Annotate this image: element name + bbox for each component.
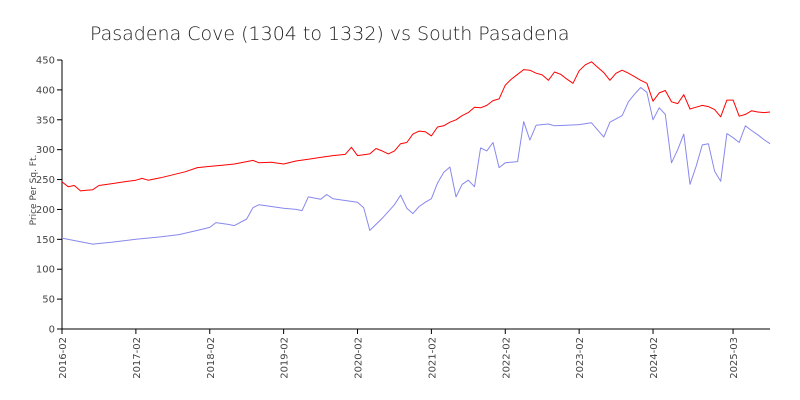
y-tick-label: 250 <box>36 175 55 186</box>
x-tick-label: 2021-02 <box>427 337 438 379</box>
y-axis-label: Price Per Sq. Ft. <box>29 155 39 226</box>
x-axis-ticks: 2016-02 2017-02 2018-02 2019-02 2020-02 2021-… <box>58 329 740 379</box>
x-tick-label: 2024-02 <box>649 337 660 379</box>
y-tick-label: 150 <box>36 235 55 246</box>
x-tick-label: 2017-02 <box>132 337 143 379</box>
y-tick-label: 50 <box>42 295 55 306</box>
y-tick-label: 400 <box>36 85 55 96</box>
series-group <box>61 61 771 245</box>
y-tick-label: 300 <box>36 145 55 156</box>
x-tick-label: 2020-02 <box>354 337 365 379</box>
y-tick-label: 350 <box>36 115 55 126</box>
x-tick-label: 2022-02 <box>501 337 512 379</box>
x-tick-label: 2018-02 <box>206 337 217 379</box>
y-tick-label: 100 <box>36 265 55 276</box>
y-tick-label: 450 <box>36 56 55 67</box>
x-tick-label: 2025-03 <box>729 337 740 379</box>
x-tick-label: 2016-02 <box>58 337 69 379</box>
x-tick-label: 2019-02 <box>280 337 291 379</box>
y-tick-label: 200 <box>36 205 55 216</box>
y-tick-label: 0 <box>49 325 55 336</box>
series-line-blue <box>61 87 771 245</box>
y-axis-ticks: 0 50 100 150 200 250 300 350 400 450 <box>36 56 62 336</box>
x-tick-label: 2023-02 <box>575 337 586 379</box>
series-line-red <box>61 61 771 192</box>
chart-title: Pasadena Cove (1304 to 1332) vs South Pa… <box>90 23 570 45</box>
